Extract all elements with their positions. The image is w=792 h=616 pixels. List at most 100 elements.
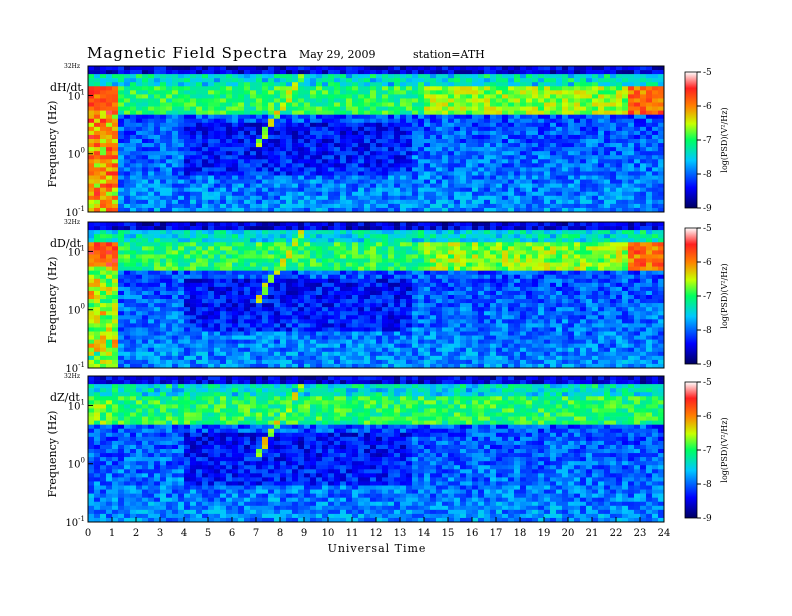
heatmap-cell	[322, 103, 328, 107]
heatmap-cell	[430, 159, 436, 163]
heatmap-cell	[124, 319, 130, 323]
heatmap-cell	[88, 196, 94, 200]
heatmap-cell	[238, 295, 244, 299]
heatmap-cell	[274, 344, 280, 348]
heatmap-cell	[118, 86, 124, 90]
heatmap-cell	[580, 70, 586, 74]
heatmap-cell	[202, 180, 208, 184]
heatmap-cell	[502, 127, 508, 131]
heatmap-cell	[214, 303, 220, 307]
heatmap-cell	[250, 163, 256, 167]
heatmap-cell	[400, 127, 406, 131]
heatmap-cell	[178, 307, 184, 311]
heatmap-cell	[88, 204, 94, 208]
heatmap-cell	[244, 171, 250, 175]
heatmap-cell	[490, 98, 496, 102]
heatmap-cell	[202, 163, 208, 167]
heatmap-cell	[226, 163, 232, 167]
heatmap-cell	[298, 279, 304, 283]
heatmap-cell	[304, 352, 310, 356]
heatmap-cell	[520, 176, 526, 180]
heatmap-cell	[316, 135, 322, 139]
heatmap-cell	[484, 115, 490, 119]
heatmap-cell	[202, 103, 208, 107]
heatmap-cell	[592, 143, 598, 147]
heatmap-cell	[466, 131, 472, 135]
heatmap-cell	[310, 192, 316, 196]
heatmap-cell	[202, 242, 208, 246]
heatmap-cell	[376, 200, 382, 204]
heatmap-cell	[106, 254, 112, 258]
heatmap-cell	[160, 86, 166, 90]
heatmap-cell	[166, 348, 172, 352]
heatmap-cell	[220, 155, 226, 159]
heatmap-cell	[460, 192, 466, 196]
heatmap-cell	[160, 336, 166, 340]
heatmap-cell	[610, 188, 616, 192]
heatmap-cell	[250, 259, 256, 263]
heatmap-cell	[166, 66, 172, 70]
heatmap-cell	[550, 123, 556, 127]
heatmap-cell	[364, 111, 370, 115]
heatmap-cell	[208, 307, 214, 311]
heatmap-cell	[310, 332, 316, 336]
heatmap-cell	[430, 98, 436, 102]
heatmap-cell	[334, 311, 340, 315]
heatmap-cell	[112, 323, 118, 327]
heatmap-cell	[634, 163, 640, 167]
heatmap-cell	[166, 327, 172, 331]
heatmap-cell	[184, 155, 190, 159]
heatmap-cell	[256, 222, 262, 226]
heatmap-cell	[280, 360, 286, 364]
heatmap-cell	[340, 139, 346, 143]
heatmap-cell	[166, 103, 172, 107]
heatmap-cell	[274, 135, 280, 139]
heatmap-cell	[112, 70, 118, 74]
heatmap-cell	[412, 135, 418, 139]
heatmap-cell	[106, 344, 112, 348]
heatmap-cell	[88, 234, 94, 238]
heatmap-cell	[256, 263, 262, 267]
heatmap-cell	[562, 196, 568, 200]
heatmap-cell	[334, 103, 340, 107]
heatmap-cell	[418, 192, 424, 196]
heatmap-cell	[556, 171, 562, 175]
heatmap-cell	[460, 184, 466, 188]
heatmap-cell	[226, 303, 232, 307]
heatmap-cell	[658, 143, 664, 147]
heatmap-cell	[256, 271, 262, 275]
heatmap-cell	[106, 86, 112, 90]
heatmap-cell	[94, 135, 100, 139]
heatmap-cell	[238, 323, 244, 327]
heatmap-cell	[316, 222, 322, 226]
heatmap-cell	[334, 303, 340, 307]
heatmap-cell	[286, 163, 292, 167]
heatmap-cell	[286, 74, 292, 78]
heatmap-cell	[238, 66, 244, 70]
heatmap-cell	[340, 167, 346, 171]
heatmap-cell	[220, 238, 226, 242]
heatmap-cell	[214, 234, 220, 238]
heatmap-cell	[166, 238, 172, 242]
heatmap-cell	[250, 74, 256, 78]
heatmap-cell	[178, 111, 184, 115]
heatmap-cell	[406, 123, 412, 127]
heatmap-cell	[208, 315, 214, 319]
heatmap-cell	[646, 147, 652, 151]
heatmap-cell	[214, 311, 220, 315]
heatmap-cell	[100, 283, 106, 287]
heatmap-cell	[574, 103, 580, 107]
heatmap-cell	[142, 360, 148, 364]
heatmap-cell	[244, 151, 250, 155]
heatmap-cell	[220, 204, 226, 208]
heatmap-cell	[370, 200, 376, 204]
heatmap-cell	[172, 74, 178, 78]
heatmap-cell	[358, 167, 364, 171]
heatmap-cell	[244, 263, 250, 267]
heatmap-cell	[382, 184, 388, 188]
heatmap-cell	[280, 196, 286, 200]
heatmap-cell	[160, 176, 166, 180]
heatmap-cell	[568, 103, 574, 107]
heatmap-cell	[256, 226, 262, 230]
heatmap-cell	[184, 82, 190, 86]
